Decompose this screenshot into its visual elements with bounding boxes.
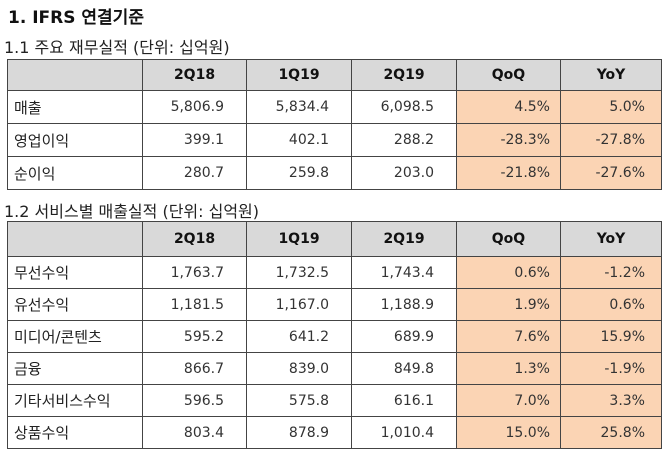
header-empty <box>7 59 143 91</box>
cell-qoq: 1.9% <box>456 288 561 321</box>
cell-2q19: 1,010.4 <box>351 416 457 449</box>
row-label: 매출 <box>7 90 143 124</box>
cell-qoq: 1.3% <box>456 352 561 385</box>
header-1q19: 1Q19 <box>246 59 352 91</box>
table-row: 금융 866.7 839.0 849.8 1.3% -1.9% <box>7 352 662 385</box>
cell-qoq: 7.0% <box>456 384 561 417</box>
header-2q19: 2Q19 <box>351 221 457 257</box>
financial-summary-table: 2Q18 1Q19 2Q19 QoQ YoY 매출 5,806.9 5,834.… <box>7 59 662 190</box>
header-empty <box>7 221 143 257</box>
cell-1q19: 402.1 <box>246 123 352 157</box>
table-row: 상품수익 803.4 878.9 1,010.4 15.0% 25.8% <box>7 416 662 449</box>
section2-title: 1.2 서비스별 매출실적 (단위: 십억원) <box>4 202 260 221</box>
cell-1q19: 641.2 <box>246 320 352 353</box>
cell-2q19: 1,188.9 <box>351 288 457 321</box>
cell-yoy: -27.8% <box>560 123 662 157</box>
header-2q19: 2Q19 <box>351 59 457 91</box>
row-label: 유선수익 <box>7 288 143 321</box>
cell-1q19: 839.0 <box>246 352 352 385</box>
cell-2q19: 288.2 <box>351 123 457 157</box>
cell-2q19: 1,743.4 <box>351 256 457 289</box>
cell-2q18: 1,181.5 <box>142 288 247 321</box>
table-row: 매출 5,806.9 5,834.4 6,098.5 4.5% 5.0% <box>7 90 662 124</box>
cell-2q18: 866.7 <box>142 352 247 385</box>
document-heading: 1. IFRS 연결기준 <box>8 8 144 28</box>
cell-1q19: 259.8 <box>246 156 352 190</box>
cell-1q19: 5,834.4 <box>246 90 352 124</box>
header-2q18: 2Q18 <box>142 221 247 257</box>
table-header-row: 2Q18 1Q19 2Q19 QoQ YoY <box>7 59 662 91</box>
cell-qoq: 7.6% <box>456 320 561 353</box>
header-1q19: 1Q19 <box>246 221 352 257</box>
cell-qoq: 0.6% <box>456 256 561 289</box>
row-label: 기타서비스수익 <box>7 384 143 417</box>
cell-1q19: 1,167.0 <box>246 288 352 321</box>
cell-1q19: 1,732.5 <box>246 256 352 289</box>
header-yoy: YoY <box>560 59 662 91</box>
cell-2q19: 203.0 <box>351 156 457 190</box>
cell-yoy: -27.6% <box>560 156 662 190</box>
table-row: 기타서비스수익 596.5 575.8 616.1 7.0% 3.3% <box>7 384 662 417</box>
cell-yoy: 25.8% <box>560 416 662 449</box>
cell-2q19: 689.9 <box>351 320 457 353</box>
cell-yoy: -1.2% <box>560 256 662 289</box>
cell-yoy: 5.0% <box>560 90 662 124</box>
cell-1q19: 575.8 <box>246 384 352 417</box>
header-yoy: YoY <box>560 221 662 257</box>
cell-yoy: 15.9% <box>560 320 662 353</box>
header-qoq: QoQ <box>456 59 561 91</box>
cell-2q19: 616.1 <box>351 384 457 417</box>
table-row: 무선수익 1,763.7 1,732.5 1,743.4 0.6% -1.2% <box>7 256 662 289</box>
row-label: 무선수익 <box>7 256 143 289</box>
row-label: 상품수익 <box>7 416 143 449</box>
cell-2q18: 803.4 <box>142 416 247 449</box>
row-label: 영업이익 <box>7 123 143 157</box>
header-2q18: 2Q18 <box>142 59 247 91</box>
header-qoq: QoQ <box>456 221 561 257</box>
cell-qoq: -21.8% <box>456 156 561 190</box>
cell-2q19: 6,098.5 <box>351 90 457 124</box>
cell-2q18: 596.5 <box>142 384 247 417</box>
cell-2q18: 5,806.9 <box>142 90 247 124</box>
table-header-row: 2Q18 1Q19 2Q19 QoQ YoY <box>7 221 662 257</box>
cell-2q18: 399.1 <box>142 123 247 157</box>
row-label: 미디어/콘텐츠 <box>7 320 143 353</box>
cell-qoq: 4.5% <box>456 90 561 124</box>
section1-title: 1.1 주요 재무실적 (단위: 십억원) <box>4 38 230 57</box>
table-row: 순이익 280.7 259.8 203.0 -21.8% -27.6% <box>7 156 662 190</box>
cell-yoy: -1.9% <box>560 352 662 385</box>
cell-2q19: 849.8 <box>351 352 457 385</box>
cell-2q18: 280.7 <box>142 156 247 190</box>
cell-qoq: 15.0% <box>456 416 561 449</box>
row-label: 금융 <box>7 352 143 385</box>
table-row: 미디어/콘텐츠 595.2 641.2 689.9 7.6% 15.9% <box>7 320 662 353</box>
cell-qoq: -28.3% <box>456 123 561 157</box>
cell-yoy: 0.6% <box>560 288 662 321</box>
service-revenue-table: 2Q18 1Q19 2Q19 QoQ YoY 무선수익 1,763.7 1,73… <box>7 221 662 449</box>
cell-2q18: 595.2 <box>142 320 247 353</box>
table-row: 영업이익 399.1 402.1 288.2 -28.3% -27.8% <box>7 123 662 157</box>
row-label: 순이익 <box>7 156 143 190</box>
cell-yoy: 3.3% <box>560 384 662 417</box>
cell-2q18: 1,763.7 <box>142 256 247 289</box>
table-row: 유선수익 1,181.5 1,167.0 1,188.9 1.9% 0.6% <box>7 288 662 321</box>
cell-1q19: 878.9 <box>246 416 352 449</box>
